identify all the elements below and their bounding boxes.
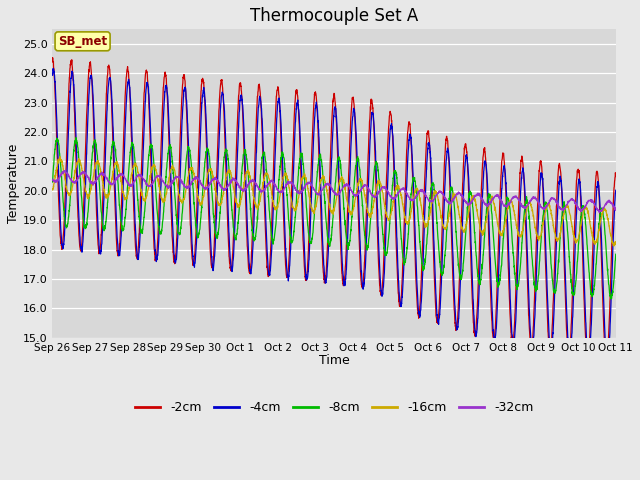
-4cm <box>612 187 620 193</box>
X-axis label: Time: Time <box>319 354 349 367</box>
-8cm <box>601 229 609 235</box>
-8cm <box>265 198 273 204</box>
-4cm <box>265 271 273 276</box>
-4cm <box>604 360 611 366</box>
Y-axis label: Temperature: Temperature <box>7 144 20 223</box>
Line: -32cm: -32cm <box>52 170 616 212</box>
-2cm <box>602 360 610 365</box>
-32cm <box>265 181 273 187</box>
-4cm <box>540 203 548 209</box>
-2cm <box>49 57 56 63</box>
-16cm <box>265 175 273 181</box>
-16cm <box>612 240 620 246</box>
Line: -8cm: -8cm <box>52 138 616 299</box>
-8cm <box>612 252 620 257</box>
-32cm <box>113 177 121 182</box>
Line: -16cm: -16cm <box>52 156 616 246</box>
-2cm <box>113 244 121 250</box>
-32cm <box>147 182 154 188</box>
-2cm <box>289 144 297 150</box>
-4cm <box>601 329 609 335</box>
-4cm <box>289 180 297 186</box>
Line: -2cm: -2cm <box>52 58 616 362</box>
-2cm <box>49 55 56 60</box>
-8cm <box>540 202 548 208</box>
-4cm <box>49 72 56 78</box>
-16cm <box>113 159 121 165</box>
-16cm <box>611 243 618 249</box>
-16cm <box>289 205 297 211</box>
-16cm <box>49 187 56 192</box>
-2cm <box>265 269 273 275</box>
-8cm <box>147 143 154 148</box>
-32cm <box>61 168 69 173</box>
-16cm <box>540 215 548 221</box>
-8cm <box>72 135 80 141</box>
-32cm <box>289 182 297 188</box>
-32cm <box>601 202 609 207</box>
-32cm <box>595 209 603 215</box>
-8cm <box>49 179 56 185</box>
-32cm <box>49 177 56 183</box>
-16cm <box>147 174 154 180</box>
-4cm <box>147 123 154 129</box>
-2cm <box>540 217 548 223</box>
-8cm <box>113 166 121 172</box>
-32cm <box>612 207 620 213</box>
-16cm <box>56 154 64 159</box>
-8cm <box>289 236 297 242</box>
-4cm <box>49 66 57 72</box>
-2cm <box>612 173 620 179</box>
Legend: -2cm, -4cm, -8cm, -16cm, -32cm: -2cm, -4cm, -8cm, -16cm, -32cm <box>130 396 538 420</box>
-8cm <box>607 296 614 302</box>
-32cm <box>540 206 548 212</box>
-2cm <box>147 141 154 147</box>
-16cm <box>601 206 609 212</box>
Title: Thermocouple Set A: Thermocouple Set A <box>250 7 418 25</box>
-4cm <box>113 230 121 236</box>
Text: SB_met: SB_met <box>58 35 107 48</box>
Line: -4cm: -4cm <box>52 69 616 363</box>
-2cm <box>601 347 609 352</box>
